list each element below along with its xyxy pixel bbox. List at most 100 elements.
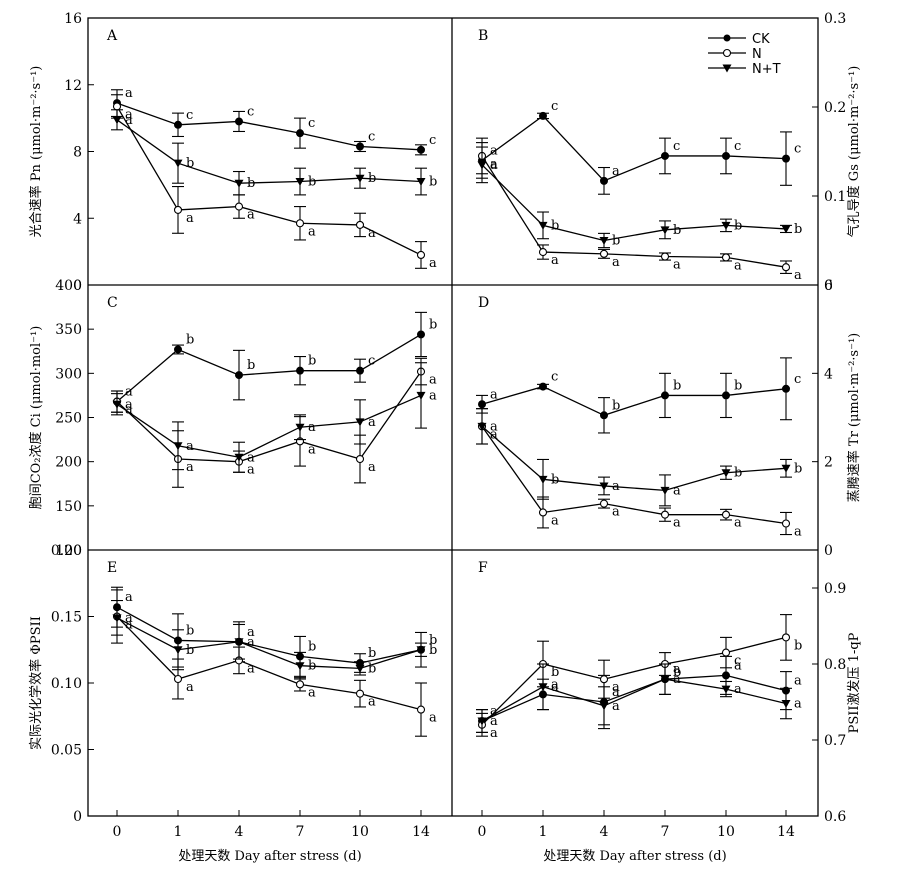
x-tick-label: 14: [777, 824, 795, 840]
significance-letter: a: [308, 442, 316, 457]
significance-letter: a: [551, 680, 559, 695]
significance-letter: a: [125, 611, 133, 626]
data-point-ck: [661, 151, 669, 160]
y-tick-label: 0: [73, 809, 82, 825]
data-point-ck: [539, 111, 547, 120]
data-point-nt: [599, 702, 609, 711]
significance-letter: b: [186, 156, 194, 171]
significance-letter: a: [125, 113, 133, 128]
series-ck: a b b b c b: [111, 311, 437, 413]
data-point-nt: [477, 717, 487, 726]
data-point-n: [355, 220, 365, 229]
data-point-nt: [660, 226, 670, 235]
data-point-n: [599, 675, 609, 684]
panel-letter: F: [478, 560, 488, 576]
significance-letter: c: [734, 139, 741, 154]
significance-letter: a: [308, 224, 316, 239]
y-axis-title: 光合速率 Pn (μmol·m⁻²·s⁻¹): [28, 66, 44, 238]
y-tick-label: 0.8: [824, 657, 846, 673]
y-tick-label: 4: [824, 366, 833, 382]
data-point-n: [416, 250, 426, 260]
significance-letter: b: [429, 175, 437, 190]
significance-letter: a: [551, 253, 559, 268]
data-point-n: [721, 510, 731, 519]
y-tick-label: 150: [55, 499, 82, 515]
y-tick-label: 8: [73, 145, 82, 161]
data-point-nt: [477, 422, 487, 431]
x-tick-label: 0: [478, 824, 487, 840]
significance-letter: b: [673, 223, 681, 238]
data-point-ck: [296, 366, 304, 375]
data-point-n: [721, 253, 731, 262]
data-point-ck: [356, 142, 364, 151]
series-ck: ab ab bb: [111, 586, 437, 677]
y-axis-title: PSII激发压 1-qP: [846, 632, 862, 733]
significance-letter: a: [368, 415, 376, 430]
significance-letter: b: [551, 665, 559, 680]
data-point-ck: [661, 391, 669, 400]
significance-letter: a: [612, 505, 620, 520]
significance-letter: b: [673, 665, 681, 680]
panel-letter: E: [107, 560, 117, 576]
data-point-ck: [722, 391, 730, 400]
x-tick-label: 1: [539, 824, 548, 840]
significance-letter: a: [673, 483, 681, 498]
data-point-n: [721, 648, 731, 657]
significance-letter: b: [429, 633, 437, 648]
y-axis-title: 气孔导度 Gs (μmol·m⁻²·s⁻¹): [846, 66, 862, 238]
data-point-nt: [234, 179, 244, 188]
significance-letter: a: [794, 525, 802, 540]
significance-letter: b: [308, 639, 316, 654]
data-point-n: [173, 205, 183, 214]
data-point-ck: [782, 384, 790, 393]
data-point-n: [416, 705, 426, 714]
data-point-nt: [173, 442, 183, 451]
y-tick-label: 0: [73, 278, 82, 294]
x-tick-label: 10: [717, 824, 735, 840]
data-point-n: [538, 248, 548, 257]
x-tick-label: 4: [600, 824, 609, 840]
data-point-n: [599, 249, 609, 258]
series-line: [481, 425, 787, 492]
data-point-ck: [722, 671, 730, 680]
data-point-n: [173, 674, 183, 684]
data-point-ck: [600, 411, 608, 420]
significance-letter: b: [734, 378, 742, 393]
significance-letter: c: [429, 133, 436, 148]
significance-letter: b: [551, 472, 559, 487]
panel-letter: B: [478, 28, 488, 44]
data-point-nt: [599, 237, 609, 245]
data-point-ck: [417, 145, 425, 154]
significance-letter: a: [429, 373, 437, 388]
significance-letter: a: [673, 662, 681, 677]
y-tick-label: 300: [55, 366, 82, 382]
y-tick-label: 0.15: [51, 610, 82, 626]
series-nplust: a b b b b b: [111, 109, 437, 196]
significance-letter: b: [794, 638, 802, 653]
significance-letter: a: [308, 420, 316, 435]
significance-letter: b: [308, 354, 316, 369]
data-point-nt: [173, 646, 183, 655]
significance-letter: a: [247, 450, 255, 465]
data-point-nt: [721, 469, 731, 478]
significance-letter: a: [490, 427, 498, 442]
significance-letter: a: [794, 268, 802, 283]
significance-letter: a: [125, 385, 133, 400]
data-point-n: [295, 219, 305, 228]
significance-letter: a: [125, 403, 133, 418]
data-point-nt: [355, 664, 365, 673]
data-point-nt: [721, 221, 731, 230]
data-point-nt: [295, 178, 305, 187]
data-point-nt: [112, 614, 122, 623]
significance-letter: a: [247, 625, 255, 640]
series-line: [116, 119, 422, 184]
